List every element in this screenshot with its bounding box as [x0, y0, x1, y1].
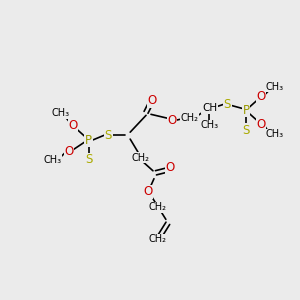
Text: O: O [165, 161, 174, 174]
Text: O: O [147, 94, 157, 107]
Text: O: O [256, 90, 266, 103]
Text: S: S [242, 124, 250, 137]
Text: S: S [105, 129, 112, 142]
Text: CH₃: CH₃ [266, 82, 284, 92]
Text: O: O [256, 118, 266, 131]
Text: CH₂: CH₂ [131, 153, 149, 163]
Text: O: O [167, 114, 176, 127]
Text: CH₃: CH₃ [200, 120, 218, 130]
Text: CH: CH [202, 103, 217, 113]
Text: P: P [243, 104, 250, 117]
Text: CH₂: CH₂ [149, 234, 167, 244]
Text: P: P [85, 134, 92, 147]
Text: O: O [68, 119, 77, 132]
Text: S: S [224, 98, 231, 111]
Text: CH₂: CH₂ [181, 113, 199, 123]
Text: CH₃: CH₃ [44, 155, 62, 165]
Text: CH₃: CH₃ [266, 129, 284, 139]
Text: S: S [85, 153, 92, 167]
Text: O: O [64, 146, 74, 158]
Text: O: O [143, 185, 153, 198]
Text: CH₂: CH₂ [149, 202, 167, 212]
Text: CH₃: CH₃ [52, 108, 70, 118]
